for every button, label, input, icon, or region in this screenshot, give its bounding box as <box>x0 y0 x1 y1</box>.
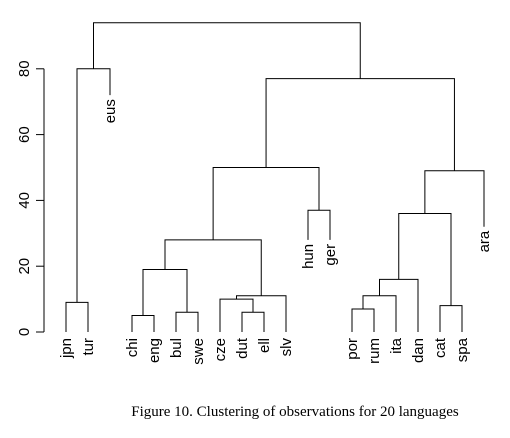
dendrogram-chart: 0 20 40 60 80 jpn tur eus chi eng bul swe cze dut ell… <box>16 22 493 365</box>
leaf-label-dan: dan <box>410 338 427 363</box>
y-tick-label: 0 <box>16 328 33 336</box>
merge-m19 <box>93 22 361 79</box>
merge-m11 <box>212 167 320 240</box>
dendrogram-links <box>65 22 485 332</box>
merge-m17 <box>424 170 485 227</box>
merge-m12 <box>351 308 375 332</box>
leaf-label-jpn: jpn <box>58 338 75 359</box>
leaf-label-chi: chi <box>124 338 141 357</box>
figure-caption: Figure 10. Clustering of observations fo… <box>0 404 510 421</box>
merge-m15 <box>439 305 463 332</box>
merge-m7 <box>219 298 254 332</box>
merge-m10 <box>307 209 331 240</box>
merge-m6 <box>241 311 265 332</box>
y-tick-label: 20 <box>16 258 33 275</box>
leaf-labels: jpn tur eus chi eng bul swe cze dut ell slv hun ger p… <box>58 99 493 365</box>
leaf-label-ell: ell <box>256 338 273 353</box>
leaf-label-cat: cat <box>432 337 449 358</box>
merge-m4 <box>175 311 199 332</box>
leaf-label-spa: spa <box>454 337 471 362</box>
y-tick-label: 80 <box>16 60 33 77</box>
leaf-label-tur: tur <box>80 338 97 356</box>
leaf-label-dut: dut <box>234 337 251 359</box>
leaf-label-rum: rum <box>366 338 383 364</box>
merge-m14 <box>379 278 419 332</box>
leaf-label-swe: swe <box>190 338 207 365</box>
leaf-label-ger: ger <box>322 244 339 266</box>
leaf-label-hun: hun <box>300 244 317 269</box>
leaf-label-slv: slv <box>278 338 295 357</box>
merge-m3 <box>131 315 155 332</box>
leaf-label-ita: ita <box>388 337 405 354</box>
y-tick-label: 40 <box>16 192 33 209</box>
leaf-label-ara: ara <box>476 230 493 252</box>
merge-m18 <box>265 78 455 171</box>
merge-m9 <box>164 239 262 296</box>
merge-m1 <box>65 301 89 332</box>
leaf-label-eng: eng <box>146 338 163 363</box>
figure-caption-text: Figure 10. Clustering of observations fo… <box>131 404 459 420</box>
leaf-label-eus: eus <box>102 99 119 123</box>
merge-m13 <box>362 295 397 332</box>
leaf-label-cze: cze <box>212 338 229 361</box>
merge-m16 <box>398 213 452 306</box>
y-tick-label: 60 <box>16 126 33 143</box>
leaf-label-bul: bul <box>168 338 185 358</box>
merge-m5 <box>142 268 188 316</box>
merge-m8 <box>236 295 287 332</box>
leaf-label-por: por <box>344 338 361 360</box>
y-axis: 0 20 40 60 80 <box>16 60 45 336</box>
